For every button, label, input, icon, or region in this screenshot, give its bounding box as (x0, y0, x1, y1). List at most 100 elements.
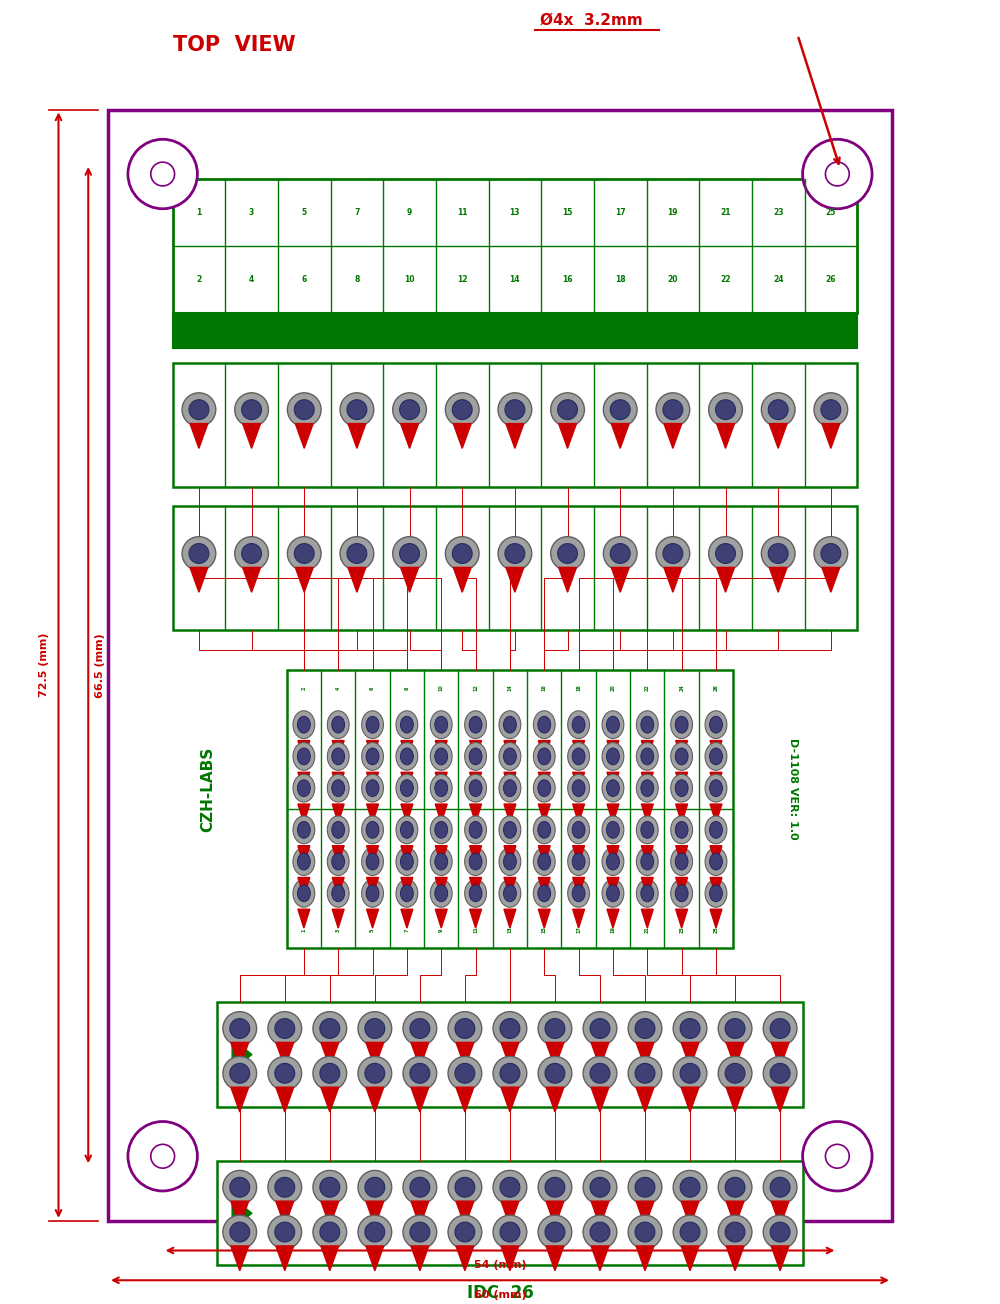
Circle shape (718, 1171, 752, 1204)
Ellipse shape (503, 885, 516, 902)
Circle shape (340, 393, 374, 426)
Polygon shape (710, 772, 722, 792)
Polygon shape (298, 805, 310, 823)
Polygon shape (504, 878, 516, 896)
Circle shape (275, 1222, 295, 1241)
Polygon shape (470, 846, 482, 865)
Text: 18: 18 (576, 685, 581, 691)
Circle shape (538, 1215, 572, 1249)
Circle shape (545, 1178, 565, 1197)
Polygon shape (676, 909, 688, 928)
Ellipse shape (435, 780, 448, 797)
Polygon shape (607, 878, 619, 896)
Ellipse shape (430, 775, 452, 802)
Ellipse shape (503, 853, 516, 870)
Polygon shape (401, 772, 413, 792)
Circle shape (223, 1215, 257, 1249)
Bar (287, 670, 733, 948)
Circle shape (151, 1145, 175, 1168)
Ellipse shape (602, 848, 624, 875)
Ellipse shape (465, 711, 486, 738)
Circle shape (410, 1178, 430, 1197)
Text: CZH-LABS: CZH-LABS (200, 746, 215, 832)
Polygon shape (501, 1245, 519, 1270)
Polygon shape (676, 741, 688, 759)
Polygon shape (295, 567, 313, 592)
Polygon shape (664, 567, 682, 592)
Text: 13: 13 (510, 207, 520, 216)
Polygon shape (231, 1042, 249, 1067)
Circle shape (493, 1012, 527, 1046)
Polygon shape (676, 805, 688, 823)
Text: 20: 20 (610, 685, 615, 691)
Ellipse shape (297, 748, 310, 765)
Polygon shape (321, 1201, 339, 1226)
Circle shape (628, 1012, 662, 1046)
Polygon shape (190, 424, 208, 449)
Polygon shape (366, 1201, 384, 1226)
Polygon shape (295, 424, 313, 449)
Ellipse shape (636, 879, 658, 908)
Polygon shape (506, 567, 524, 592)
Circle shape (448, 1171, 482, 1204)
Circle shape (393, 537, 426, 570)
Circle shape (821, 544, 841, 563)
Text: 1: 1 (301, 928, 306, 932)
Ellipse shape (430, 879, 452, 908)
Polygon shape (332, 805, 344, 823)
Circle shape (716, 400, 735, 420)
Ellipse shape (671, 848, 693, 875)
Ellipse shape (400, 822, 413, 838)
Text: 15: 15 (542, 927, 547, 934)
Polygon shape (276, 1042, 294, 1067)
Circle shape (610, 544, 630, 563)
Ellipse shape (533, 879, 555, 908)
Ellipse shape (327, 711, 349, 738)
Polygon shape (435, 909, 447, 928)
Text: 26: 26 (713, 685, 718, 691)
Circle shape (590, 1178, 610, 1197)
Circle shape (500, 1018, 520, 1038)
Polygon shape (411, 1042, 429, 1067)
Polygon shape (411, 1201, 429, 1226)
Circle shape (452, 544, 472, 563)
Ellipse shape (332, 748, 345, 765)
Circle shape (235, 393, 268, 426)
Circle shape (268, 1215, 302, 1249)
Polygon shape (559, 424, 576, 449)
Ellipse shape (400, 885, 413, 902)
Circle shape (551, 537, 584, 570)
Ellipse shape (430, 742, 452, 771)
Ellipse shape (465, 775, 486, 802)
Circle shape (725, 1063, 745, 1084)
Ellipse shape (327, 816, 349, 844)
Circle shape (500, 1178, 520, 1197)
Polygon shape (501, 1088, 519, 1112)
Ellipse shape (297, 853, 310, 870)
Ellipse shape (538, 748, 551, 765)
Circle shape (445, 393, 479, 426)
Ellipse shape (327, 775, 349, 802)
Circle shape (680, 1178, 700, 1197)
Circle shape (230, 1018, 250, 1038)
Circle shape (128, 140, 197, 209)
Text: 8: 8 (354, 275, 360, 284)
Ellipse shape (538, 885, 551, 902)
Circle shape (656, 393, 690, 426)
Polygon shape (401, 909, 413, 928)
Circle shape (358, 1171, 392, 1204)
Polygon shape (321, 1042, 339, 1067)
Polygon shape (367, 909, 378, 928)
Circle shape (189, 400, 209, 420)
Ellipse shape (572, 885, 585, 902)
Polygon shape (504, 846, 516, 865)
Polygon shape (636, 1201, 654, 1226)
Circle shape (403, 1012, 437, 1046)
Ellipse shape (293, 816, 315, 844)
Ellipse shape (503, 716, 516, 733)
Text: 2: 2 (301, 686, 306, 690)
Polygon shape (231, 1201, 249, 1226)
Ellipse shape (469, 853, 482, 870)
Ellipse shape (430, 848, 452, 875)
Text: 9: 9 (439, 928, 444, 932)
